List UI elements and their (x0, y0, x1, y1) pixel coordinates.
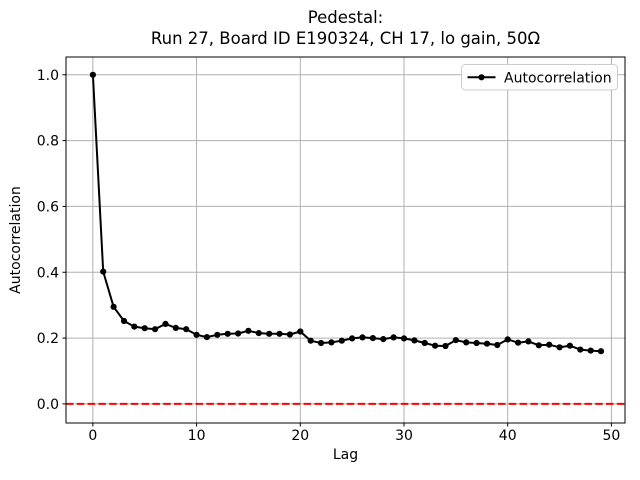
data-point (89, 71, 96, 78)
data-point (172, 324, 179, 331)
data-point (483, 340, 491, 347)
y-tick-label: 0.4 (37, 265, 59, 281)
data-point (245, 327, 252, 334)
data-point (203, 334, 210, 341)
data-point (338, 337, 345, 344)
x-tick-label: 40 (499, 428, 517, 444)
data-point (546, 341, 553, 348)
data-point (535, 342, 542, 349)
y-tick-label: 1.0 (37, 68, 59, 84)
x-tick-label: 30 (395, 428, 413, 444)
y-tick-label: 0.8 (37, 134, 59, 150)
x-tick-label: 10 (188, 428, 206, 444)
data-point (577, 346, 584, 353)
data-point (162, 320, 169, 327)
y-tick-label: 0.2 (37, 331, 59, 347)
data-point (442, 342, 449, 350)
data-point (183, 326, 190, 333)
data-point (504, 336, 511, 343)
data-point (317, 339, 325, 347)
plot-title-line-1: Pedestal: (308, 8, 383, 27)
data-point (380, 336, 387, 343)
y-axis-label: Autocorrelation (8, 186, 24, 294)
data-point (566, 342, 574, 349)
data-point (110, 303, 117, 310)
data-point (224, 330, 231, 337)
plot-title-line-2: Run 27, Board ID E190324, CH 17, lo gain… (151, 29, 540, 48)
data-point (463, 339, 470, 346)
plot-border (65, 56, 626, 424)
y-tick-label: 0.0 (37, 397, 59, 413)
data-point (349, 335, 356, 342)
data-point (515, 339, 522, 346)
data-point (100, 268, 107, 275)
data-point (494, 341, 501, 349)
x-axis-label: Lag (333, 447, 358, 463)
data-point (400, 335, 408, 342)
data-point (390, 334, 397, 341)
legend-label: Autocorrelation (504, 70, 612, 86)
data-point (597, 348, 605, 355)
x-tick-label: 0 (88, 428, 97, 444)
data-point (131, 323, 138, 330)
data-point (411, 337, 418, 344)
data-point (556, 344, 563, 351)
data-point (266, 330, 273, 337)
data-point (193, 331, 200, 338)
x-tick-label: 50 (602, 428, 620, 444)
data-point (328, 339, 335, 346)
data-point (120, 317, 128, 325)
data-point (152, 326, 159, 333)
data-point (276, 330, 283, 337)
data-point (141, 325, 148, 332)
legend-sample-marker (478, 74, 485, 81)
x-tick-label: 20 (291, 428, 309, 444)
data-point (525, 338, 532, 345)
data-point (297, 328, 304, 335)
data-point (235, 330, 242, 337)
y-tick-label: 0.6 (37, 199, 59, 215)
autocorrelation-series-line (91, 73, 602, 353)
data-point (473, 339, 480, 347)
data-point (421, 339, 428, 347)
data-point (432, 342, 439, 349)
data-point (359, 334, 366, 341)
legend-box (461, 64, 618, 91)
data-point (307, 337, 314, 344)
data-point (587, 347, 594, 354)
data-point (214, 331, 221, 338)
data-point (369, 335, 376, 342)
data-point (452, 337, 459, 344)
data-point (255, 330, 262, 337)
data-point (286, 331, 293, 338)
